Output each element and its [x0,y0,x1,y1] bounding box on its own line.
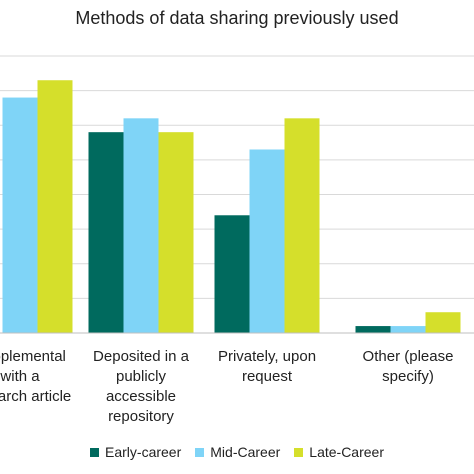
bar-mid-career-3 [390,326,426,333]
legend: Early-career Mid-Career Late-Career [0,444,474,460]
legend-label-early-career: Early-career [105,444,182,460]
x-tick-label-line: request [242,368,293,385]
x-tick-label-line: publicly [116,368,167,385]
x-tick-label-2: Privately, upon request [218,348,316,385]
x-tick-label-3: Other (please specify) [363,348,454,385]
legend-item-mid-career: Mid-Career [195,444,280,460]
bar-early-career-3 [355,326,391,333]
legend-swatch-mid-career [195,447,205,457]
x-tick-label-1: Deposited in a publicly accessible reposito… [93,348,190,425]
x-tick-label-line: Supplemental [0,348,66,365]
x-tick-label-line: repository [108,408,174,425]
bar-late-career-2 [284,118,320,333]
x-tick-label-line: Other (please [363,348,454,365]
legend-item-late-career: Late-Career [294,444,384,460]
legend-swatch-late-career [294,447,304,457]
legend-item-early-career: Early-career [90,444,181,460]
x-tick-label-line: specify) [382,368,434,385]
bar-late-career-0 [37,80,73,333]
bar-mid-career-1 [123,118,159,333]
x-tick-label-line: accessible [106,388,176,405]
legend-swatch-early-career [90,447,100,457]
x-tick-label-0: Supplemental with a research article [0,348,71,405]
chart-title: Methods of data sharing previously used [75,8,399,28]
legend-label-late-career: Late-Career [309,444,384,460]
bar-mid-career-0 [2,97,38,333]
bar-late-career-3 [425,312,461,333]
x-tick-label-line: research article [0,388,71,405]
x-tick-label-line: Privately, upon [218,348,316,365]
x-tick-label-line: with a [0,368,40,385]
legend-label-mid-career: Mid-Career [210,444,281,460]
bar-early-career-1 [88,132,124,333]
x-tick-label-line: Deposited in a [93,348,190,365]
bar-early-career-2 [214,215,250,333]
bar-late-career-1 [158,132,194,333]
bars [2,80,461,333]
bar-mid-career-2 [249,149,285,333]
